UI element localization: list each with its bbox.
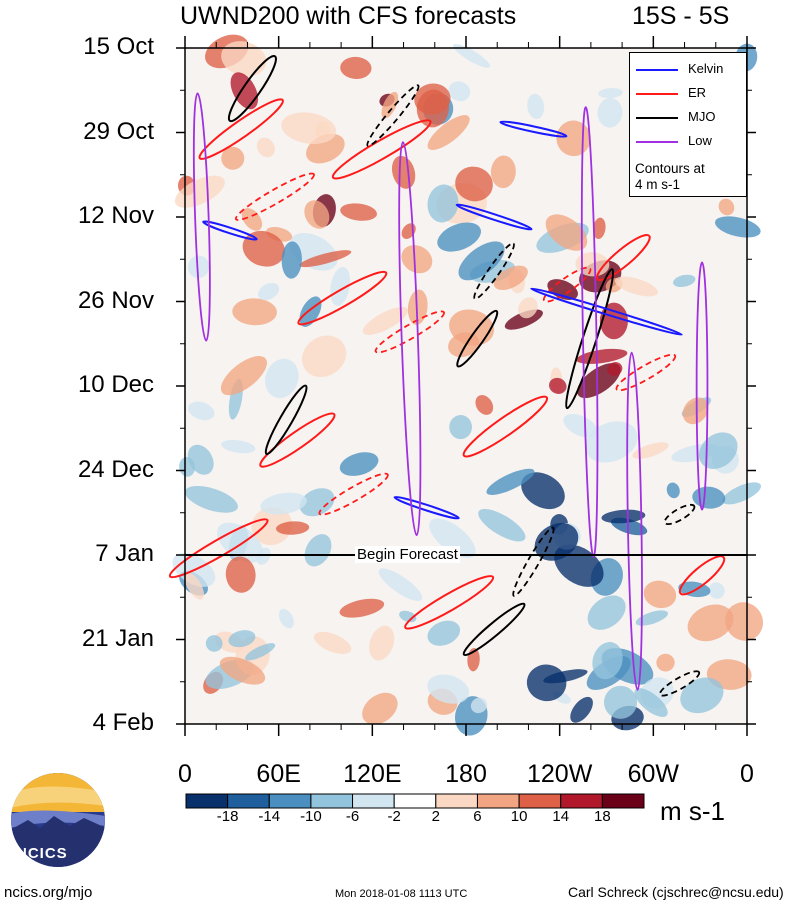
y-tick-label: 10 Dec xyxy=(14,371,154,399)
y-tick-label: 12 Nov xyxy=(14,202,154,230)
footer-timestamp: Mon 2018-01-08 1113 UTC xyxy=(335,888,467,900)
colorbar-box xyxy=(353,794,395,808)
colorbar-box xyxy=(436,794,478,808)
legend: Kelvin ER MJO Low Contours at 4 m s-1 xyxy=(629,52,747,197)
legend-swatch-er xyxy=(636,93,678,95)
colorbar-units: m s-1 xyxy=(660,796,725,827)
y-tick-label: 24 Dec xyxy=(14,456,154,484)
x-tick-label: 0 xyxy=(740,760,754,789)
colorbar-level-label: 10 xyxy=(511,808,528,825)
x-tick-label: 120E xyxy=(343,760,401,789)
legend-item-kelvin: Kelvin xyxy=(630,59,746,81)
legend-label-kelvin: Kelvin xyxy=(688,61,723,76)
legend-item-low: Low xyxy=(630,131,746,153)
begin-forecast-label: Begin Forecast xyxy=(355,546,460,563)
legend-note-line1: Contours at xyxy=(635,161,705,176)
colorbar-level-label: -18 xyxy=(217,808,239,825)
colorbar-box xyxy=(602,794,644,808)
x-tick-label: 60W xyxy=(628,760,679,789)
y-tick-label: 4 Feb xyxy=(14,709,154,737)
x-tick-label: 120W xyxy=(527,760,592,789)
legend-swatch-low xyxy=(636,141,678,143)
colorbar-box xyxy=(519,794,561,808)
chart-subtitle: 15S - 5S xyxy=(632,2,729,31)
x-tick-label: 180 xyxy=(445,760,487,789)
y-tick-label: 21 Jan xyxy=(14,625,154,653)
logo-text: NCICS xyxy=(16,845,68,862)
legend-label-mjo: MJO xyxy=(688,109,715,124)
figure: UWND200 with CFS forecasts 15S - 5S 15 O… xyxy=(0,0,809,907)
legend-note-line2: 4 m s-1 xyxy=(635,177,680,192)
colorbar-box xyxy=(394,794,436,808)
y-tick-label: 15 Oct xyxy=(14,33,154,61)
colorbar-level-label: 2 xyxy=(432,808,440,825)
x-tick-label: 0 xyxy=(178,760,192,789)
y-tick-label: 7 Jan xyxy=(14,540,154,568)
colorbar-box xyxy=(561,794,603,808)
y-tick-label: 26 Nov xyxy=(14,287,154,315)
x-tick-label: 60E xyxy=(256,760,300,789)
colorbar-level-label: 14 xyxy=(552,808,569,825)
colorbar-level-label: -6 xyxy=(346,808,359,825)
legend-item-mjo: MJO xyxy=(630,107,746,129)
colorbar-box xyxy=(228,794,270,808)
colorbar-level-label: 18 xyxy=(594,808,611,825)
legend-item-er: ER xyxy=(630,83,746,105)
legend-note: Contours at 4 m s-1 xyxy=(635,161,705,193)
footer-author: Carl Schreck (cjschrec@ncsu.edu) xyxy=(568,884,784,900)
legend-swatch-kelvin xyxy=(636,69,678,71)
footer-website: ncics.org/mjo xyxy=(4,884,92,901)
y-tick-label: 29 Oct xyxy=(14,118,154,146)
colorbar-level-label: -10 xyxy=(300,808,322,825)
legend-label-er: ER xyxy=(688,85,706,100)
legend-swatch-mjo xyxy=(636,117,678,119)
colorbar-box xyxy=(186,794,228,808)
legend-label-low: Low xyxy=(688,133,712,148)
colorbar-box xyxy=(311,794,353,808)
colorbar-level-label: -2 xyxy=(388,808,401,825)
colorbar-box xyxy=(477,794,519,808)
chart-title: UWND200 with CFS forecasts xyxy=(180,2,516,31)
colorbar-level-label: 6 xyxy=(473,808,481,825)
colorbar-level-label: -14 xyxy=(258,808,280,825)
colorbar-box xyxy=(269,794,311,808)
